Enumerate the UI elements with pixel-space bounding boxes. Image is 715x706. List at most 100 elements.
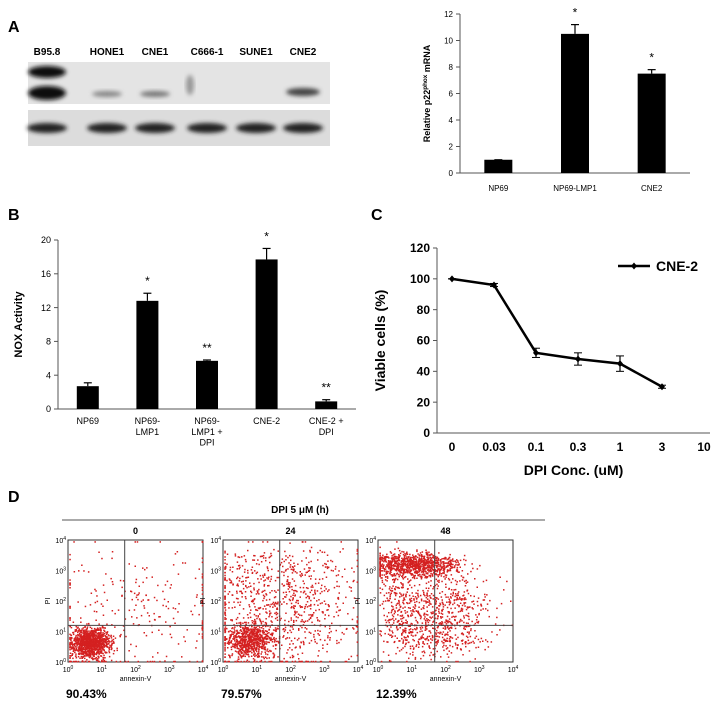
event-dot	[82, 660, 84, 663]
event-dot	[390, 626, 392, 628]
event-dot	[253, 626, 255, 629]
tick-base: 10	[285, 667, 293, 674]
event-dot	[81, 640, 84, 642]
event-dot	[477, 622, 479, 624]
event-dot	[443, 564, 445, 567]
event-dot	[266, 657, 268, 660]
event-dot	[236, 643, 238, 646]
event-dot	[294, 571, 297, 573]
event-dot	[235, 636, 238, 638]
event-dot	[239, 641, 242, 643]
event-dot	[89, 626, 92, 629]
event-dot	[420, 562, 422, 565]
event-dot	[269, 614, 271, 616]
event-dot	[292, 598, 294, 600]
event-dot	[392, 579, 394, 581]
event-dot	[449, 553, 451, 556]
event-dot	[285, 596, 287, 598]
event-dot	[234, 640, 236, 642]
event-dot	[287, 632, 289, 634]
event-dot	[271, 621, 273, 623]
event-dot	[247, 541, 250, 543]
event-dot	[273, 638, 276, 641]
event-dot	[398, 562, 400, 565]
event-dot	[431, 623, 433, 626]
event-dot	[401, 634, 403, 636]
event-dot	[274, 648, 277, 650]
event-dot	[379, 604, 381, 607]
event-dot	[278, 576, 280, 579]
event-dot	[453, 589, 455, 591]
event-dot	[442, 561, 444, 564]
event-dot	[403, 561, 405, 563]
event-dot	[313, 636, 315, 638]
event-dot	[446, 633, 448, 635]
event-dot	[85, 634, 87, 636]
event-dot	[239, 629, 241, 632]
event-dot	[452, 560, 454, 563]
event-dot	[292, 628, 294, 630]
event-dot	[381, 579, 384, 582]
event-dot	[396, 646, 399, 649]
event-dot	[422, 560, 425, 562]
event-dot	[276, 576, 278, 579]
event-dot	[239, 646, 242, 648]
event-dot	[386, 597, 388, 599]
event-dot	[256, 645, 258, 647]
event-dot	[81, 647, 84, 650]
event-dot	[261, 630, 264, 632]
event-dot	[90, 634, 92, 636]
event-dot	[408, 657, 410, 660]
event-dot	[437, 625, 439, 628]
event-dot	[79, 644, 81, 646]
event-dot	[406, 566, 408, 568]
event-dot	[400, 566, 402, 568]
event-dot	[102, 633, 104, 636]
event-dot	[99, 635, 101, 637]
event-dot	[393, 591, 396, 594]
event-dot	[436, 570, 438, 573]
event-dot	[298, 637, 300, 640]
event-dot	[443, 568, 445, 571]
event-dot	[406, 569, 408, 572]
event-dot	[430, 638, 432, 640]
event-dot	[406, 564, 408, 566]
event-dot	[463, 615, 465, 617]
event-dot	[241, 647, 244, 649]
event-dot	[99, 627, 102, 630]
event-dot	[304, 574, 306, 576]
event-dot	[242, 583, 245, 585]
event-dot	[302, 640, 305, 643]
event-dot	[468, 650, 471, 652]
event-dot	[458, 605, 460, 608]
event-dot	[285, 638, 287, 640]
event-dot	[296, 611, 298, 613]
event-dot	[402, 564, 405, 566]
blot-strip	[28, 110, 330, 146]
event-dot	[277, 589, 279, 591]
event-dot	[265, 623, 267, 625]
event-dot	[409, 653, 411, 655]
event-dot	[250, 585, 252, 587]
event-dot	[251, 652, 253, 654]
event-dot	[431, 567, 433, 569]
event-dot	[451, 611, 454, 614]
event-dot	[201, 577, 204, 579]
event-dot	[432, 648, 435, 650]
event-dot	[299, 596, 301, 598]
event-dot	[102, 634, 105, 636]
event-dot	[405, 594, 407, 597]
event-dot	[427, 573, 429, 575]
event-dot	[478, 613, 480, 616]
event-dot	[405, 561, 407, 563]
event-dot	[436, 580, 439, 582]
event-dot	[318, 634, 321, 636]
event-dot	[420, 560, 422, 563]
event-dot	[329, 660, 331, 663]
event-dot	[85, 635, 87, 637]
event-dot	[69, 582, 71, 584]
event-dot	[415, 619, 417, 622]
event-dot	[404, 552, 406, 555]
event-dot	[462, 654, 464, 656]
event-dot	[293, 580, 296, 582]
